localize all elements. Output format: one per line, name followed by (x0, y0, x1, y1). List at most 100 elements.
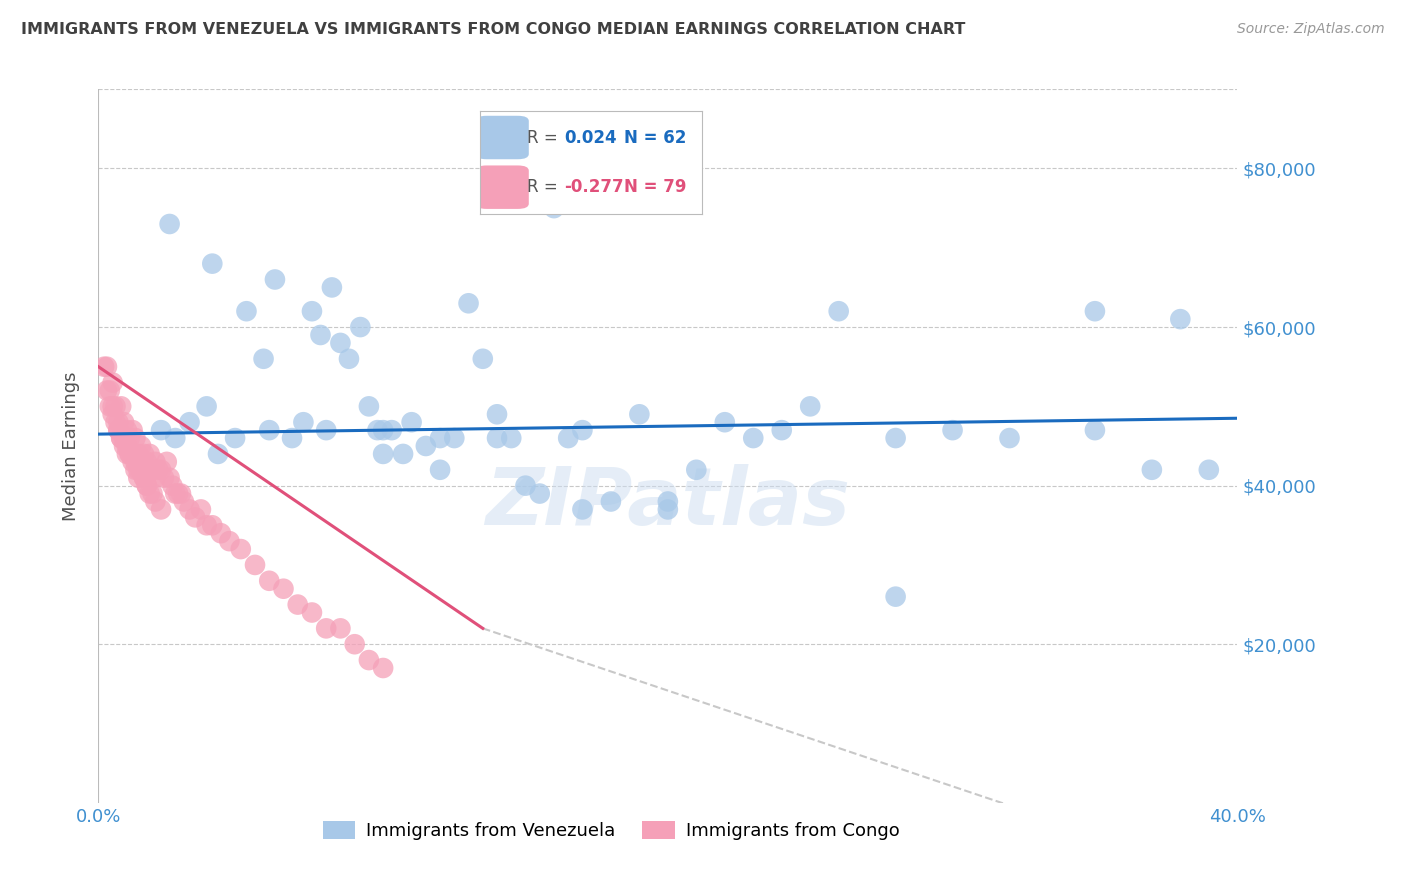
Point (942, 423, 965, 437)
Point (148, 463, 170, 477)
Y-axis label: Median Earnings: Median Earnings (62, 371, 80, 521)
Point (349, 320, 371, 334)
Point (281, 431, 304, 445)
Point (714, 415, 737, 429)
Point (600, 494, 623, 508)
Point (515, 478, 537, 492)
Point (259, 423, 281, 437)
Point (770, 423, 793, 437)
Point (292, 415, 315, 429)
Point (415, 439, 437, 453)
Point (107, 423, 129, 437)
Point (138, 447, 160, 461)
Point (201, 257, 224, 271)
Point (486, 407, 509, 421)
Point (209, 526, 232, 541)
Point (884, 431, 907, 445)
Point (118, 431, 141, 445)
Point (141, 463, 163, 477)
Point (998, 431, 1021, 445)
Point (112, 431, 135, 445)
Point (557, 431, 579, 445)
Point (443, 431, 465, 445)
Point (1140, 463, 1163, 477)
Legend: Immigrants from Venezuela, Immigrants from Congo: Immigrants from Venezuela, Immigrants fr… (315, 814, 907, 847)
Point (259, 574, 281, 588)
Point (150, 502, 173, 516)
Point (127, 463, 149, 477)
Point (153, 471, 176, 485)
Point (366, 423, 388, 437)
Point (124, 455, 146, 469)
Text: Source: ZipAtlas.com: Source: ZipAtlas.com (1237, 22, 1385, 37)
Point (170, 486, 193, 500)
Point (156, 455, 179, 469)
Point (104, 415, 127, 429)
Point (301, 606, 323, 620)
Point (138, 486, 160, 500)
Point (121, 455, 143, 469)
Point (173, 494, 195, 508)
Point (742, 431, 765, 445)
Point (101, 407, 124, 421)
Point (657, 494, 679, 508)
Point (184, 510, 207, 524)
Point (179, 415, 201, 429)
Point (159, 217, 181, 231)
Point (165, 431, 187, 445)
Point (127, 447, 149, 461)
Point (150, 463, 173, 477)
Point (195, 518, 218, 533)
Point (135, 478, 157, 492)
Point (373, 447, 395, 461)
Point (471, 351, 494, 366)
Point (628, 407, 651, 421)
Point (1084, 423, 1107, 437)
Point (141, 486, 163, 500)
Point (118, 447, 141, 461)
Point (132, 447, 155, 461)
Point (165, 486, 187, 500)
Point (218, 534, 240, 549)
Point (1170, 312, 1192, 326)
Point (145, 494, 167, 508)
Point (104, 400, 127, 414)
Point (657, 502, 679, 516)
Point (529, 486, 551, 500)
Point (167, 486, 190, 500)
Point (124, 463, 146, 477)
Point (315, 621, 337, 635)
Point (381, 423, 404, 437)
Point (1198, 463, 1220, 477)
Point (101, 376, 124, 390)
Point (343, 637, 366, 651)
Point (159, 471, 181, 485)
Point (96, 359, 118, 374)
Point (429, 463, 451, 477)
Point (145, 455, 167, 469)
Point (121, 447, 143, 461)
Point (224, 431, 246, 445)
Point (273, 582, 295, 596)
Point (571, 423, 593, 437)
Point (1084, 304, 1107, 318)
Point (337, 351, 360, 366)
Point (118, 447, 141, 461)
Point (96, 384, 118, 398)
Point (107, 415, 129, 429)
Point (162, 478, 184, 492)
Point (135, 455, 157, 469)
Point (571, 502, 593, 516)
Point (884, 590, 907, 604)
Point (373, 661, 395, 675)
Point (685, 463, 707, 477)
Point (115, 423, 138, 437)
Point (129, 463, 152, 477)
Point (321, 280, 343, 294)
Point (486, 431, 509, 445)
Point (98, 400, 121, 414)
Point (543, 201, 565, 215)
Point (110, 400, 132, 414)
Point (243, 558, 266, 572)
Point (127, 471, 149, 485)
